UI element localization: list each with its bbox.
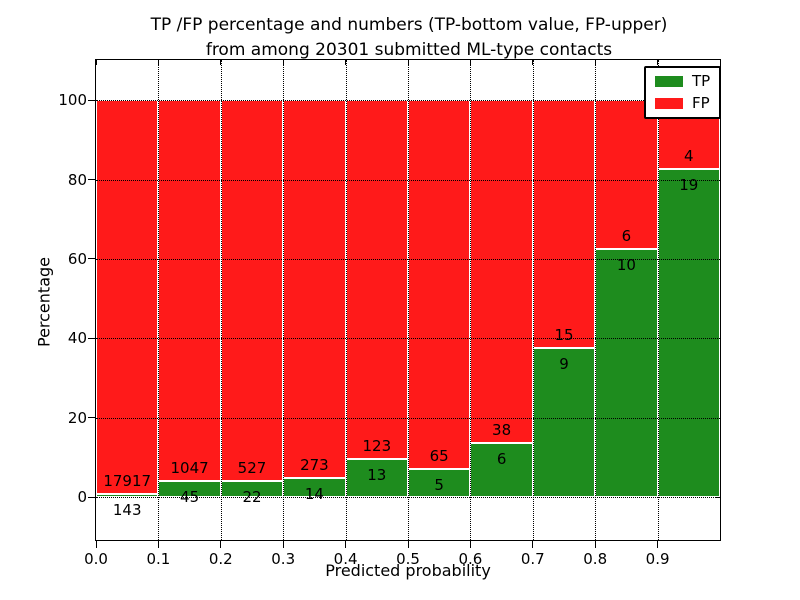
x-tick-label: 0.8 — [583, 550, 608, 568]
tp-count-label: 143 — [112, 500, 142, 519]
vertical-gridline — [345, 60, 347, 540]
fp-count-label: 17917 — [103, 471, 152, 490]
x-tick-mark — [532, 541, 534, 548]
vertical-gridline — [283, 60, 285, 540]
fp-count-label: 15 — [554, 326, 574, 345]
x-tick-mark — [220, 541, 222, 548]
bar-segment-tp — [96, 493, 159, 498]
x-tick-label: 0.0 — [84, 550, 108, 568]
legend-label-tp: TP — [692, 72, 711, 90]
y-tick-label: 60 — [67, 249, 87, 268]
x-tick-mark — [345, 541, 347, 548]
x-tick-label: 0.5 — [396, 550, 420, 568]
fp-count-label: 273 — [300, 455, 329, 474]
y-tick-label: 80 — [67, 170, 87, 189]
x-tick-mark — [594, 541, 596, 548]
x-tick-label: 0.9 — [645, 550, 670, 568]
bar-segment-tp — [595, 248, 658, 498]
y-tick-mark — [88, 179, 95, 180]
x-tick-label: 0.7 — [520, 550, 545, 568]
x-tick-mark — [469, 541, 471, 548]
fp-count-label: 527 — [237, 459, 267, 478]
bar-segment-fp — [96, 100, 159, 494]
bar-segment-tp — [657, 169, 720, 498]
y-tick-label: 100 — [58, 91, 87, 110]
vertical-gridline — [470, 60, 472, 540]
y-tick-mark — [88, 496, 95, 498]
x-tick-mark — [407, 541, 409, 548]
vertical-gridline — [408, 60, 409, 540]
x-axis-label: Predicted probability — [325, 561, 491, 580]
tp-count-label: 22 — [242, 488, 262, 507]
bar-segment-fp — [595, 100, 658, 249]
tp-count-label: 6 — [496, 449, 507, 468]
x-tick-mark — [282, 541, 284, 548]
legend-item-tp: TP — [655, 74, 710, 89]
legend-swatch-fp — [655, 98, 683, 109]
tp-count-label: 45 — [180, 487, 200, 506]
vertical-gridline — [158, 60, 160, 540]
x-tick-label: 0.4 — [333, 550, 358, 568]
x-tick-mark-top — [95, 60, 97, 65]
vertical-gridline — [220, 60, 222, 540]
plot-area: 17917 143 1047 45 527 22 273 14 123 13 65 5 38 6 15 9 6 1… — [95, 59, 722, 541]
vertical-gridline — [532, 60, 534, 540]
bar-segment-fp — [158, 100, 221, 481]
fp-count-label: 1047 — [170, 458, 209, 477]
x-tick-mark — [657, 541, 659, 548]
tp-count-label: 13 — [367, 466, 387, 485]
bar-segment-tp — [470, 442, 533, 498]
y-tick-label: 40 — [67, 329, 87, 348]
y-tick-mark — [88, 99, 95, 101]
bar-segment-fp — [220, 100, 284, 482]
bar-segment-fp — [345, 100, 408, 460]
legend-item-fp: FP — [655, 96, 710, 111]
tp-count-label: 14 — [304, 484, 324, 503]
x-tick-label: 0.1 — [146, 550, 171, 568]
chart-title-line2: from among 20301 submitted ML-type conta… — [205, 40, 613, 60]
fp-count-label: 6 — [621, 226, 632, 245]
tp-count-label: 5 — [434, 475, 444, 494]
y-tick-mark — [88, 258, 95, 260]
bar-segment-fp — [408, 100, 471, 469]
legend-label-fp: FP — [692, 94, 710, 112]
x-tick-mark — [157, 541, 159, 548]
bar-segment-fp — [532, 100, 596, 349]
tp-count-label: 10 — [616, 255, 636, 274]
bar-segment-fp — [470, 100, 533, 443]
bar-segment-tp — [408, 468, 471, 498]
legend: TP FP — [644, 66, 722, 119]
y-tick-mark — [88, 417, 95, 419]
y-tick-label: 0 — [77, 488, 87, 507]
x-tick-mark — [95, 541, 97, 548]
y-tick-label: 20 — [67, 408, 87, 427]
x-tick-label: 0.2 — [208, 550, 233, 568]
chart-title-line1: TP /FP percentage and numbers (TP-bottom… — [150, 15, 668, 35]
x-tick-label: 0.6 — [458, 550, 483, 568]
fp-count-label: 38 — [492, 420, 512, 439]
vertical-gridline — [657, 60, 659, 540]
y-tick-mark — [88, 337, 95, 339]
vertical-gridline — [595, 60, 597, 540]
tp-count-label: 19 — [679, 176, 699, 195]
tp-count-label: 9 — [559, 355, 569, 374]
fp-count-label: 4 — [684, 147, 694, 166]
fp-count-label: 123 — [362, 437, 392, 456]
bar-segment-tp — [345, 459, 408, 498]
fp-count-label: 65 — [429, 446, 449, 465]
bar-segment-fp — [283, 100, 346, 478]
chart-title: TP /FP percentage and numbers (TP-bottom… — [96, 13, 722, 63]
legend-swatch-tp — [655, 76, 683, 87]
x-tick-label: 0.3 — [271, 550, 296, 568]
